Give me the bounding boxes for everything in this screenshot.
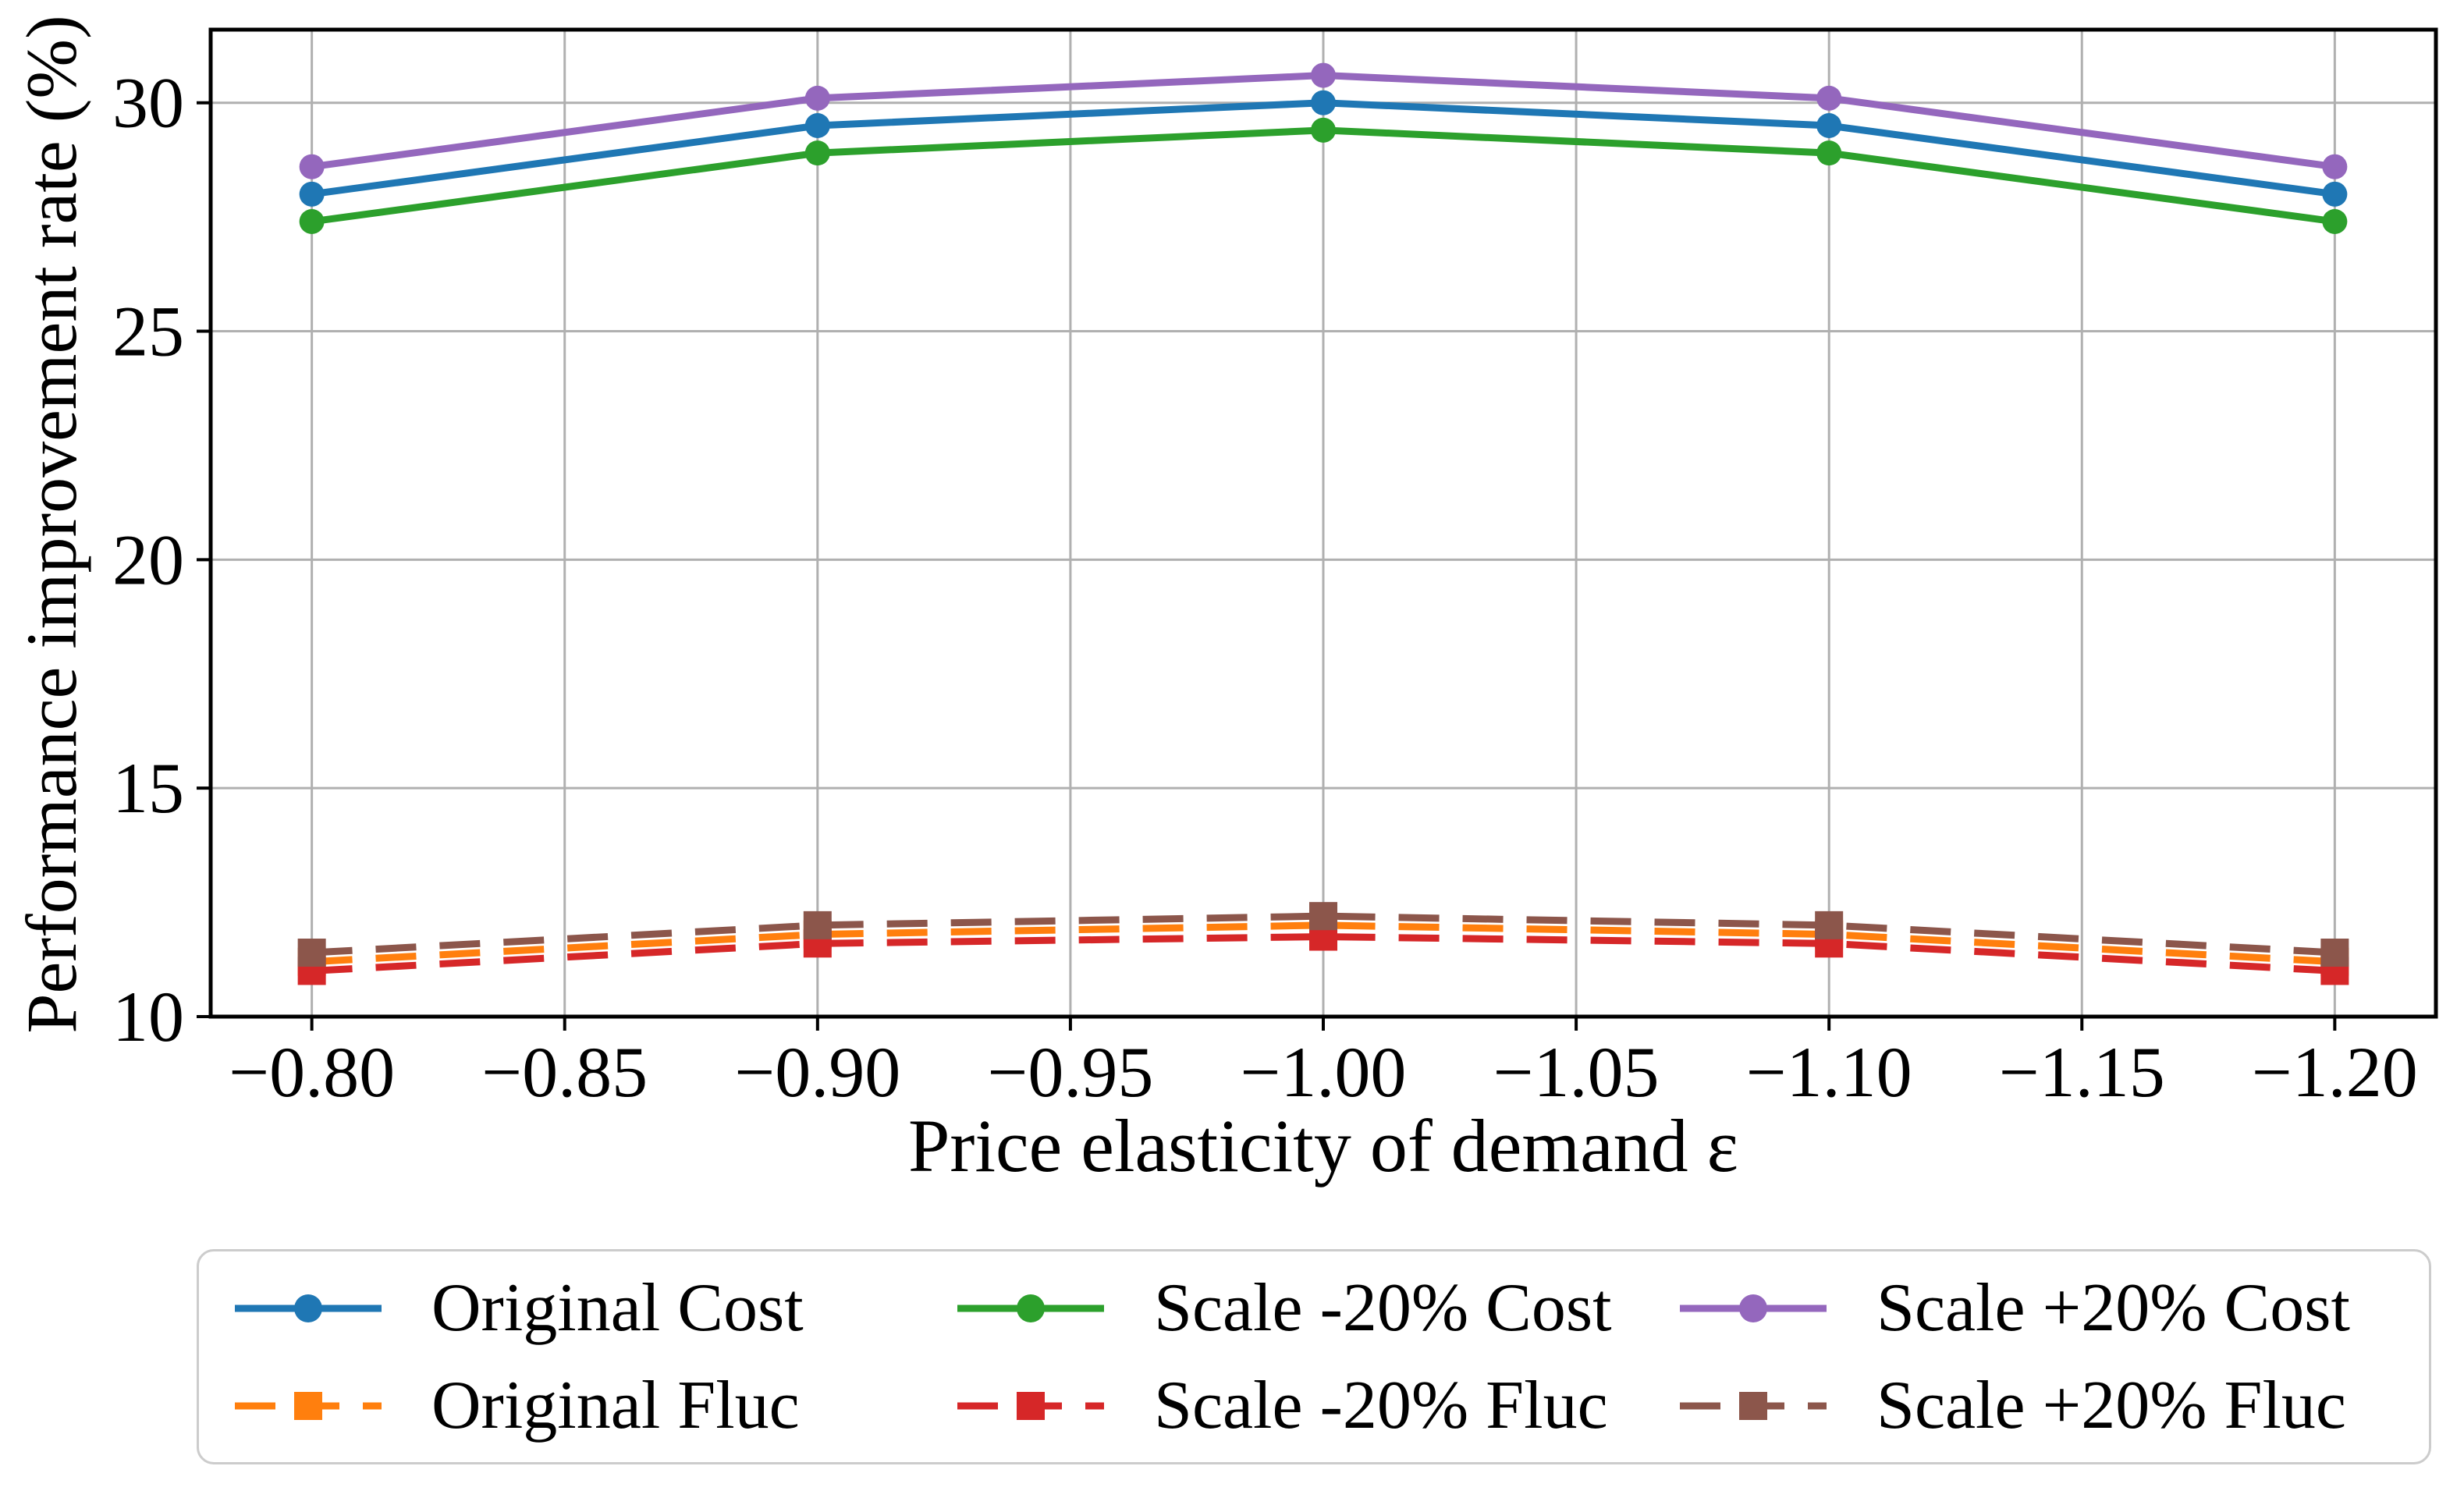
x-tick-label: −0.80 [229, 1032, 395, 1112]
legend-item-original-cost: Original Cost [230, 1259, 953, 1357]
legend-label: Scale -20% Cost [1154, 1269, 1612, 1346]
legend-item-scale-minus-20-fluc: Scale -20% Fluc [953, 1357, 1675, 1454]
data-point-scale-20-cost [1816, 140, 1842, 166]
y-axis-title: Performance improvement rate (%) [12, 15, 91, 1034]
legend-handle-scale-minus-20-fluc [957, 1391, 1104, 1420]
x-tick-label: −0.90 [734, 1032, 900, 1112]
legend-square-marker-icon [1739, 1391, 1767, 1420]
legend-label: Scale -20% Fluc [1154, 1367, 1608, 1443]
y-tick-label: 25 [112, 292, 184, 371]
legend-handle-scale-plus-20-cost [1680, 1294, 1827, 1322]
legend-square-marker-icon [294, 1391, 322, 1420]
legend-item-original-fluc: Original Fluc [230, 1357, 953, 1454]
data-point-original-cost [2322, 181, 2348, 207]
data-point-scale-20-cost [804, 140, 830, 166]
data-point-scale-20-fluc [297, 939, 326, 967]
legend-circle-marker-icon [294, 1294, 322, 1322]
legend-handle-scale-plus-20-fluc [1680, 1391, 1827, 1420]
data-point-original-cost [804, 112, 830, 138]
plot-area: −0.80 −0.85 −0.90 −0.95 −1.00 −1.05 −1.10 −1.15… [112, 27, 2438, 1112]
y-tick-label: 20 [112, 520, 184, 599]
legend-label: Scale +20% Cost [1876, 1269, 2350, 1346]
legend-label: Original Fluc [431, 1367, 800, 1443]
y-tick-label: 15 [112, 748, 184, 828]
legend-circle-marker-icon [1017, 1294, 1045, 1322]
x-tick-label: −1.00 [1241, 1032, 1407, 1112]
x-tick-label: −0.95 [987, 1032, 1153, 1112]
data-point-scale-20-cost [299, 208, 325, 234]
series-line-original-fluc [311, 921, 2335, 966]
data-point-original-cost [1311, 90, 1336, 115]
legend-handle-original-fluc [235, 1391, 382, 1420]
data-point-scale-20-fluc [2320, 939, 2349, 967]
data-point-scale-20-fluc [803, 911, 832, 939]
legend-square-marker-icon [1017, 1391, 1045, 1420]
data-point-scale-20-cost [1311, 117, 1336, 143]
legend-handle-scale-minus-20-cost [957, 1294, 1104, 1322]
data-point-original-cost [299, 181, 325, 207]
data-point-scale-20-fluc [1309, 902, 1337, 931]
x-axis-title: Price elasticity of demand ε [908, 1104, 1738, 1187]
x-tick-label: −1.05 [1493, 1032, 1660, 1112]
data-point-scale-20-fluc [1815, 911, 1844, 939]
series-line-scale-20-fluc [311, 933, 2335, 974]
data-point-scale-20-cost [1311, 62, 1336, 88]
x-tick-label: −0.85 [481, 1032, 648, 1112]
data-point-scale-20-cost [2322, 208, 2348, 234]
y-tick-label: 10 [112, 977, 184, 1056]
legend-item-scale-plus-20-cost: Scale +20% Cost [1675, 1259, 2398, 1357]
series-line-scale-20-fluc [311, 912, 2335, 957]
data-point-scale-20-cost [2322, 154, 2348, 179]
x-tick-label: −1.20 [2252, 1032, 2418, 1112]
legend-handle-original-cost [235, 1294, 382, 1322]
data-point-original-cost [1816, 112, 1842, 138]
data-point-scale-20-cost [804, 85, 830, 111]
legend-label: Scale +20% Fluc [1876, 1367, 2346, 1443]
data-point-scale-20-cost [1816, 85, 1842, 111]
data-point-scale-20-cost [299, 154, 325, 179]
legend-item-scale-plus-20-fluc: Scale +20% Fluc [1675, 1357, 2398, 1454]
x-tick-label: −1.10 [1746, 1032, 1912, 1112]
legend-label: Original Cost [431, 1269, 804, 1346]
legend-circle-marker-icon [1739, 1294, 1767, 1322]
y-tick-label: 30 [112, 63, 184, 143]
x-tick-label: −1.15 [1999, 1032, 2165, 1112]
legend: Original Cost Original Fluc Scale -20% C… [197, 1249, 2431, 1464]
legend-item-scale-minus-20-cost: Scale -20% Cost [953, 1259, 1675, 1357]
